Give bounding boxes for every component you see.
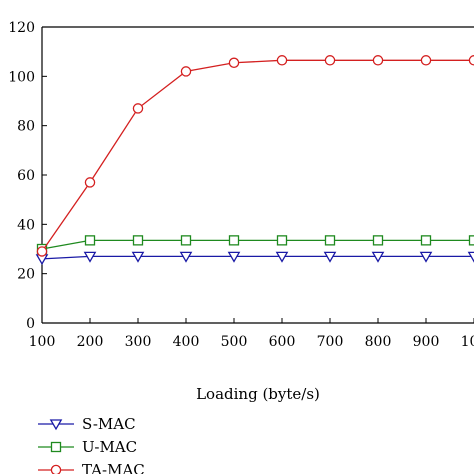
legend-item: U-MAC bbox=[38, 438, 137, 456]
data-point bbox=[228, 235, 240, 246]
data-point bbox=[50, 464, 62, 474]
axes: 0 20 40 60 80 100 120 100 200 300 400 500 600 700 800 9… bbox=[8, 20, 474, 350]
data-point bbox=[420, 55, 432, 66]
data-point bbox=[276, 235, 288, 246]
data-point bbox=[371, 251, 385, 263]
legend: S-MAC U-MAC TA-MAC bbox=[38, 415, 145, 474]
data-point bbox=[324, 55, 336, 66]
data-point bbox=[275, 251, 289, 263]
data-point bbox=[467, 251, 474, 263]
data-point bbox=[372, 235, 384, 246]
x-tick-label: 600 bbox=[269, 334, 296, 350]
data-point bbox=[420, 235, 432, 246]
x-tick-label: 500 bbox=[221, 334, 248, 350]
series-line bbox=[41, 59, 474, 252]
data-point bbox=[132, 103, 144, 114]
legend-item: S-MAC bbox=[38, 415, 136, 433]
x-axis-title: Loading (byte/s) bbox=[196, 385, 320, 403]
y-tick-label: 100 bbox=[8, 69, 35, 85]
y-tick-label: 60 bbox=[17, 168, 35, 184]
data-point bbox=[131, 251, 145, 263]
data-point bbox=[468, 235, 474, 246]
series-line bbox=[41, 239, 474, 250]
x-tick-label: 700 bbox=[317, 334, 344, 350]
legend-label: U-MAC bbox=[82, 438, 137, 456]
data-point bbox=[84, 177, 96, 188]
x-tick-label: 100 bbox=[461, 334, 474, 350]
x-tick-label: 300 bbox=[125, 334, 152, 350]
legend-item: TA-MAC bbox=[38, 461, 145, 474]
data-point bbox=[323, 251, 337, 263]
y-tick-label: 120 bbox=[8, 20, 35, 36]
data-point bbox=[372, 55, 384, 66]
data-point bbox=[49, 419, 63, 431]
data-point bbox=[179, 251, 193, 263]
x-tick-label: 100 bbox=[29, 334, 56, 350]
x-tick-label: 200 bbox=[77, 334, 104, 350]
series-layer bbox=[35, 55, 474, 266]
y-tick-label: 40 bbox=[17, 217, 35, 233]
data-point bbox=[36, 246, 48, 257]
data-point bbox=[83, 251, 97, 263]
series-line bbox=[41, 255, 474, 260]
y-tick-label: 80 bbox=[17, 119, 35, 135]
data-point bbox=[180, 66, 192, 77]
legend-label: S-MAC bbox=[82, 415, 136, 433]
data-point bbox=[227, 251, 241, 263]
data-point bbox=[419, 251, 433, 263]
data-point bbox=[132, 235, 144, 246]
data-point bbox=[468, 55, 474, 66]
data-point bbox=[180, 235, 192, 246]
x-tick-label: 800 bbox=[365, 334, 392, 350]
legend-label: TA-MAC bbox=[82, 461, 145, 474]
x-tick-label: 400 bbox=[173, 334, 200, 350]
series-s-mac bbox=[35, 251, 474, 266]
data-point bbox=[324, 235, 336, 246]
data-point bbox=[276, 55, 288, 66]
x-tick-label: 900 bbox=[413, 334, 440, 350]
y-tick-label: 0 bbox=[26, 316, 35, 332]
series-u-mac bbox=[36, 235, 474, 255]
series-ta-mac bbox=[36, 55, 474, 257]
y-tick-label: 20 bbox=[17, 267, 35, 283]
data-point bbox=[228, 57, 240, 69]
data-point bbox=[84, 235, 96, 246]
data-point bbox=[50, 441, 62, 453]
